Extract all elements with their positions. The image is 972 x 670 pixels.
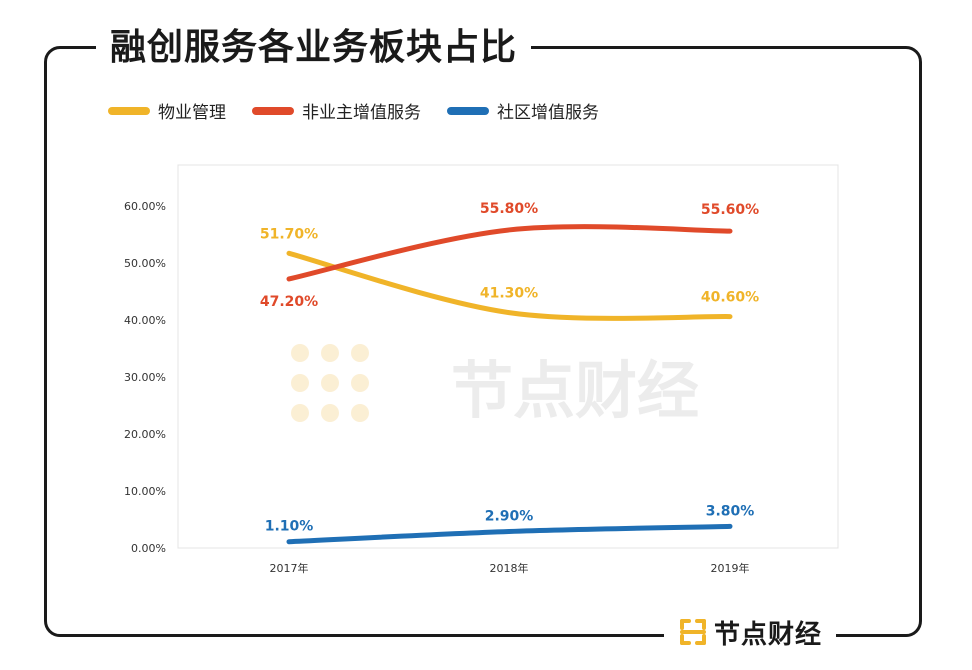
y-tick-label: 40.00% [124,314,166,327]
legend-item-non-owner-services: 非业主增值服务 [252,98,421,123]
data-label: 1.10% [265,519,314,535]
legend-swatch [447,106,489,115]
brand-name: 节点财经 [714,619,823,650]
data-label: 51.70% [260,226,318,242]
legend-swatch [108,106,150,115]
data-label: 40.60% [701,290,759,306]
legend-item-community-services: 社区增值服务 [447,98,599,123]
y-tick-label: 20.00% [124,428,166,441]
x-tick-label: 2019年 [711,561,750,575]
x-tick-label: 2018年 [490,561,529,575]
data-label: 55.80% [480,201,538,217]
series-line [286,224,733,282]
watermark-text: 节点财经 [451,354,699,427]
data-label: 47.20% [260,294,318,310]
data-label: 3.80% [706,503,755,519]
data-label: 41.30% [480,286,538,302]
legend-item-property-management: 物业管理 [108,98,226,123]
plot-area [177,164,839,549]
legend-swatch [252,106,294,115]
y-tick-label: 0.00% [131,542,166,555]
page-title: 融创服务各业务板块占比 [96,26,532,70]
x-tick-label: 2017年 [270,561,309,575]
data-label: 55.60% [701,202,759,218]
legend-label: 社区增值服务 [497,103,599,123]
legend-label: 非业主增值服务 [302,103,421,123]
brand-logo-icon [680,619,706,645]
series-line [286,523,733,545]
y-tick-label: 60.00% [124,200,166,213]
y-tick-label: 50.00% [124,257,166,270]
brand-footer: 节点财经 [664,612,837,652]
y-tick-label: 30.00% [124,371,166,384]
data-label: 2.90% [485,508,534,524]
watermark-logo-icon [291,344,369,422]
legend: 物业管理 非业主增值服务 社区增值服务 [108,98,625,123]
y-tick-label: 10.00% [124,485,166,498]
legend-label: 物业管理 [158,103,226,123]
